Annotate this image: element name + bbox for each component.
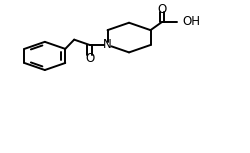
- Text: O: O: [157, 3, 166, 16]
- Text: O: O: [85, 52, 94, 65]
- Text: OH: OH: [182, 15, 200, 28]
- Text: N: N: [103, 38, 112, 51]
